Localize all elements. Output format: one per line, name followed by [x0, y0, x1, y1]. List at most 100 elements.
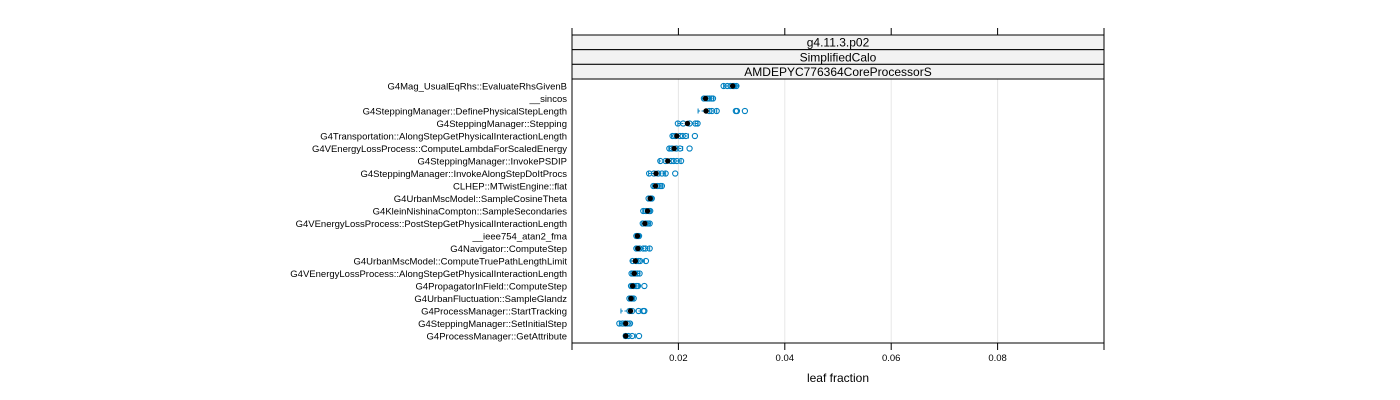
data-point	[646, 245, 653, 252]
median-marker	[627, 308, 634, 314]
median-marker	[684, 120, 691, 127]
category-label: G4UrbanMscModel::ComputeTruePathLengthLi…	[354, 256, 568, 267]
median-marker	[729, 83, 736, 89]
data-row	[629, 257, 650, 265]
data-row	[620, 307, 648, 315]
x-tick-label: 0.04	[776, 353, 795, 364]
data-row	[700, 95, 717, 102]
data-point	[733, 107, 741, 115]
data-row	[628, 270, 643, 277]
data-row	[622, 332, 643, 340]
median-marker	[674, 133, 680, 139]
data-point	[673, 157, 680, 165]
category-label: G4UrbanMscModel::SampleCosineTheta	[394, 194, 568, 205]
category-label: G4ProcessManager::GetAttribute	[427, 331, 567, 342]
median-marker	[642, 220, 648, 227]
data-point	[713, 107, 720, 115]
strip-label: g4.11.3.p02	[807, 36, 870, 50]
category-label: G4VEnergyLossProcess::AlongStepGetPhysic…	[290, 269, 567, 280]
x-tick-label: 0.06	[882, 353, 901, 364]
category-label: G4SteppingManager::DefinePhysicalStepLen…	[363, 106, 567, 117]
data-point	[634, 282, 642, 290]
x-tick-label: 0.08	[988, 353, 1007, 364]
data-point	[670, 157, 677, 165]
category-label: G4Navigator::ComputeStep	[450, 244, 567, 255]
data-row	[626, 295, 637, 302]
data-point	[724, 82, 731, 90]
median-marker	[634, 233, 641, 239]
median-marker	[623, 320, 629, 327]
strip-label: AMDEPYC776364CoreProcessorS	[744, 65, 931, 79]
data-point	[691, 132, 699, 140]
data-point	[679, 132, 686, 140]
grid-lines	[677, 79, 999, 343]
data-point	[658, 170, 666, 177]
data-point	[628, 332, 636, 340]
data-point	[635, 332, 643, 340]
category-label: G4SteppingManager::InvokeAlongStepDoItPr…	[361, 169, 568, 180]
data-row	[645, 195, 655, 202]
x-tick-label: 0.02	[669, 353, 688, 364]
category-label: G4UrbanFluctuation::SampleGlandz	[414, 294, 567, 305]
data-point	[672, 170, 679, 177]
data-row	[633, 245, 653, 252]
category-label: G4VEnergyLossProcess::PostStepGetPhysica…	[296, 219, 567, 230]
category-label: G4KleinNishinaCompton::SampleSecondaries	[373, 206, 568, 217]
category-label: G4VEnergyLossProcess::ComputeLambdaForSc…	[312, 144, 567, 155]
data-point	[616, 320, 623, 327]
median-marker	[644, 208, 651, 214]
data-row	[616, 320, 634, 327]
median-marker	[665, 158, 671, 164]
category-label: G4SteppingManager::Stepping	[437, 119, 567, 130]
data-point	[709, 95, 717, 102]
median-marker	[629, 283, 636, 289]
data-row	[669, 132, 699, 140]
median-marker	[628, 295, 634, 302]
data-row	[697, 107, 749, 115]
category-label: __sincos	[529, 94, 568, 105]
data-point	[642, 245, 649, 252]
data-row	[633, 232, 643, 240]
data-point	[682, 132, 689, 140]
median-marker	[702, 95, 709, 102]
category-label: G4PropagatorInField::ComputeStep	[415, 281, 567, 292]
median-marker	[653, 170, 659, 177]
data-point	[640, 245, 647, 252]
category-label: CLHEP::MTwistEngine::flat	[453, 181, 567, 192]
data-point	[642, 257, 650, 265]
data-point	[686, 145, 693, 152]
data-point	[741, 107, 749, 115]
data-row	[720, 82, 740, 90]
strip-label: SimplifiedCalo	[800, 50, 877, 64]
data-row	[650, 182, 666, 190]
data-row	[645, 170, 679, 177]
category-label: G4SteppingManager::InvokePSDIP	[418, 156, 567, 167]
median-marker	[632, 258, 639, 264]
data-row	[666, 145, 693, 152]
data-point	[694, 120, 701, 127]
data-point	[692, 120, 699, 127]
category-labels: G4Mag_UsualEqRhs::EvaluateRhsGivenB__sin…	[290, 81, 567, 342]
panel-border	[571, 78, 1105, 344]
strip-headers: g4.11.3.p02SimplifiedCaloAMDEPYC776364Co…	[571, 34, 1105, 80]
data-point	[641, 307, 648, 315]
median-marker	[647, 195, 653, 202]
category-label: G4Transportation::AlongStepGetPhysicalIn…	[320, 131, 567, 142]
data-row	[639, 220, 653, 227]
median-marker	[703, 108, 709, 114]
category-label: G4ProcessManager::StartTracking	[421, 306, 567, 317]
median-marker	[671, 145, 677, 152]
median-marker	[635, 245, 641, 252]
data-rows	[616, 82, 749, 340]
data-point	[641, 282, 648, 290]
category-label: G4Mag_UsualEqRhs::EvaluateRhsGivenB	[387, 81, 567, 92]
median-marker	[631, 270, 637, 277]
median-marker	[652, 183, 659, 189]
category-label: G4SteppingManager::SetInitialStep	[418, 319, 567, 330]
data-point	[677, 157, 685, 165]
category-label: __ieee754_atan2_fma	[471, 231, 567, 242]
data-point	[658, 182, 666, 190]
x-axis: 0.02 0.04 0.06 0.08	[571, 28, 1105, 364]
data-row	[640, 207, 654, 215]
